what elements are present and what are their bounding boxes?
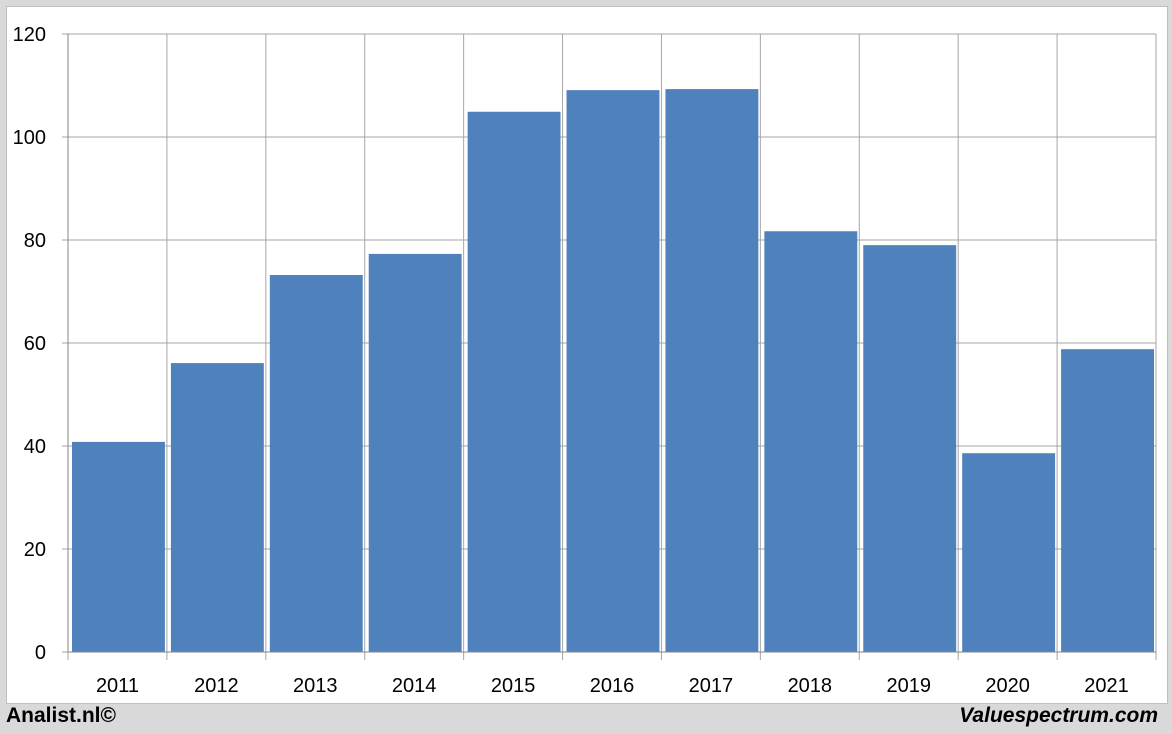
bar-2012 <box>170 363 264 652</box>
x-tick-label: 2017 <box>689 675 734 697</box>
bar-2019 <box>863 245 957 652</box>
x-tick-label: 2020 <box>985 675 1030 697</box>
bar-2013 <box>269 275 363 652</box>
y-tick-label: 20 <box>24 539 46 561</box>
y-tick-label: 100 <box>13 127 46 149</box>
x-tick-label: 2015 <box>491 675 536 697</box>
y-tick-label: 0 <box>35 642 46 664</box>
footer-site: Valuespectrum.com <box>959 704 1158 727</box>
bar-2017 <box>665 89 759 653</box>
y-tick-label: 80 <box>24 230 46 252</box>
y-tick-label: 40 <box>24 436 46 458</box>
bar-2018 <box>764 231 858 652</box>
bar-2021 <box>1061 349 1154 652</box>
x-tick-label: 2011 <box>96 675 139 697</box>
bar-2016 <box>566 90 660 652</box>
y-tick-label: 60 <box>24 333 46 355</box>
y-tick-label: 120 <box>13 24 46 46</box>
x-tick-label: 2013 <box>293 675 338 697</box>
bar-2014 <box>368 253 462 652</box>
x-tick-label: 2012 <box>194 675 239 697</box>
footer-source: Analist.nl© <box>6 704 116 727</box>
x-tick-label: 2016 <box>590 675 635 697</box>
x-tick-label: 2018 <box>788 675 833 697</box>
x-tick-label: 2014 <box>392 675 437 697</box>
bar-2011 <box>72 441 165 652</box>
x-tick-label: 2021 <box>1084 675 1129 697</box>
bar-2020 <box>962 453 1056 652</box>
x-tick-label: 2019 <box>886 675 931 697</box>
bar-2015 <box>467 111 561 652</box>
